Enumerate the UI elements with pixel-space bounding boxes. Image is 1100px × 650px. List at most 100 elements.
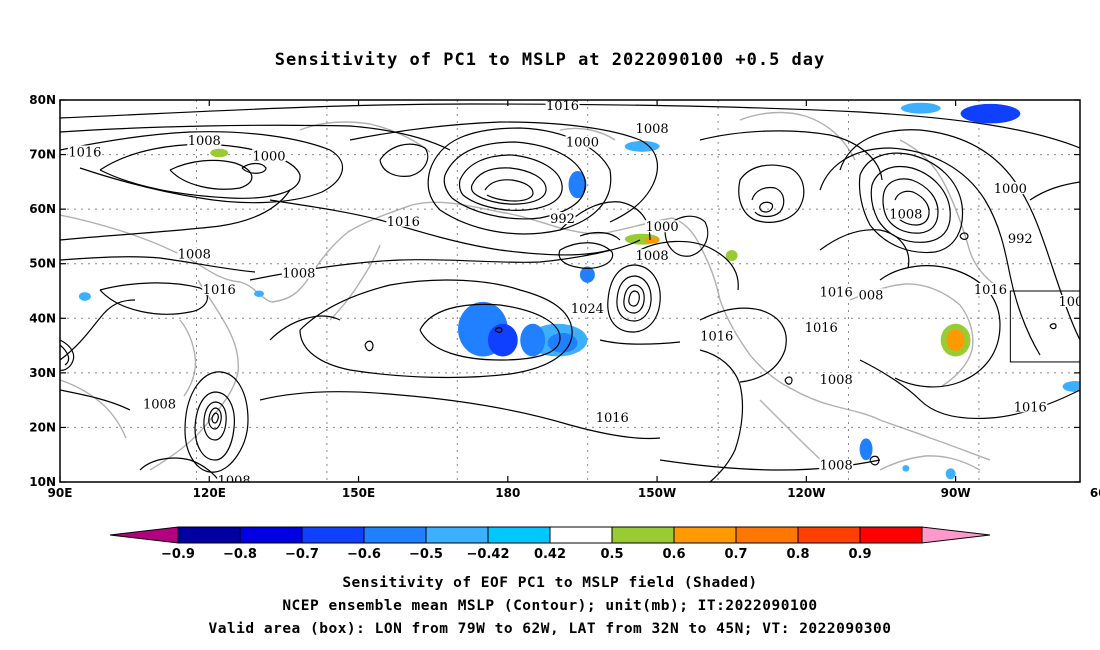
contour-label-19: 1000 (994, 182, 1027, 197)
contour-label-bg (819, 458, 854, 471)
contour-label-bg (888, 207, 923, 220)
latitude-axis: 80N 70N 60N 50N 40N 30N 20N 10N (29, 93, 1080, 489)
colorbar-bin-8 (673, 526, 737, 544)
contour-label-17: 1016 (805, 321, 838, 336)
colorbar-bin-10 (797, 526, 861, 544)
colorbar-labels: −0.9 −0.8 −0.7 −0.6 −0.5 −0.42 0.42 0.5 0.6 0.7 0.… (161, 547, 871, 562)
contour-label-bg (595, 411, 630, 424)
colorbar-bin-6 (549, 526, 613, 544)
colorbar-bin-7 (611, 526, 675, 544)
contour-label-bg (819, 285, 854, 298)
lat-label-70N: 70N (29, 148, 56, 162)
contour-label-29: 1008 (218, 474, 251, 489)
colorbar-bin-3 (363, 526, 427, 544)
lat-label-50N: 50N (29, 257, 56, 271)
colorbar-label-3: −0.6 (347, 547, 381, 562)
caption-contour: NCEP ensemble mean MSLP (Contour); unit(… (282, 598, 818, 614)
colorbar-bin-9 (735, 526, 799, 544)
colorbar-bin-4 (425, 526, 489, 544)
colorbar-label-9: 0.7 (724, 547, 747, 562)
lat-label-40N: 40N (29, 311, 56, 325)
lon-label-180: 180 (495, 486, 520, 500)
sensitivity-shading (78, 102, 1080, 480)
contour-label-bg (187, 134, 222, 147)
contour-label-bg (973, 283, 1008, 295)
colorbar-bin-11 (859, 526, 923, 544)
colorbar-label-1: −0.8 (223, 547, 257, 562)
contour-label-bg (1007, 232, 1034, 245)
contour-label-26: 1016 (596, 411, 629, 426)
colorbar-bin-5 (487, 526, 551, 544)
colorbar-triangle-high (921, 526, 991, 544)
contour-label-13: 1024 (571, 302, 604, 317)
contour-label-14: 1016 (700, 329, 733, 344)
contour-label-bg (549, 212, 576, 225)
map-frame (59, 99, 1081, 483)
contour-label-bg (251, 149, 286, 162)
contour-label-bg (565, 135, 600, 148)
contour-labels: 1016 1016 1008 1000 1008 1000 992 1016 1000 1008 1… (67, 99, 1100, 489)
colorbar-label-10: 0.8 (786, 547, 809, 562)
contour-label-27: 1016 (1014, 400, 1047, 415)
contour-label-bg (699, 329, 734, 342)
shaded-region-1 (487, 323, 518, 357)
contour-label-0: 1016 (546, 99, 579, 114)
contour-label-23: 1008 (1058, 295, 1091, 310)
contour-label-1: 1016 (68, 145, 101, 160)
shaded-region-20 (859, 438, 873, 461)
contour-label-6: 992 (550, 212, 575, 227)
contour-label-bg (645, 220, 680, 233)
contour-label-bg (1013, 400, 1048, 413)
lon-label-90W: 90W (941, 486, 971, 500)
shaded-region-3 (547, 333, 578, 353)
mslp-contours (60, 103, 1080, 482)
contour-label-bg (217, 474, 252, 482)
shaded-region-13 (210, 148, 229, 158)
colorbar-bin-0 (177, 526, 241, 544)
map-title: Sensitivity of PC1 to MSLP at 2022090100… (274, 50, 826, 70)
shaded-region-6 (568, 170, 587, 199)
shaded-region-4 (520, 323, 546, 357)
contour-label-9: 1008 (636, 249, 669, 264)
colorbar-label-7: 0.5 (600, 547, 623, 562)
lon-label-60W: 60W (1090, 486, 1100, 500)
shaded-region-14 (254, 290, 264, 298)
contour-label-20: 1016 (1093, 185, 1100, 200)
colorbar-label-2: −0.7 (285, 547, 319, 562)
contour-label-bg (67, 145, 102, 158)
contour-label-3: 1000 (252, 149, 285, 164)
contour-label-bg (804, 321, 839, 334)
lat-label-60N: 60N (29, 202, 56, 216)
colorbar-bin-1 (239, 526, 303, 544)
contour-label-bg (858, 288, 885, 301)
contour-label-bg (570, 302, 605, 315)
contour-label-7: 1016 (387, 215, 420, 230)
shaded-region-11 (725, 250, 738, 261)
contour-label-28: 1008 (820, 459, 853, 474)
contour-label-4: 1008 (636, 122, 669, 137)
contour-label-bg (819, 373, 854, 386)
contour-label-16: 008 (859, 288, 884, 303)
shaded-region-21 (945, 468, 956, 480)
contour-label-5: 1000 (566, 136, 599, 151)
lon-label-150E: 150E (342, 486, 375, 500)
colorbar (109, 526, 991, 544)
colorbar-label-11: 0.9 (848, 547, 871, 562)
contour-label-bg (142, 397, 177, 410)
contour-label-bg (635, 249, 670, 262)
contour-label-bg (1093, 185, 1100, 197)
lat-label-30N: 30N (29, 366, 56, 380)
lon-label-120W: 120W (787, 486, 825, 500)
colorbar-label-6: 0.42 (534, 547, 566, 562)
contour-label-24: 1008 (820, 373, 853, 388)
contour-label-11: 1008 (282, 267, 315, 282)
contour-label-bg (386, 214, 421, 227)
lon-label-90E: 90E (48, 486, 73, 500)
contour-label-bg (281, 266, 316, 279)
contour-label-21: 992 (1008, 232, 1033, 247)
colorbar-bin-2 (301, 526, 365, 544)
contour-label-15: 1016 (820, 286, 853, 301)
caption-valid-area: Valid area (box): LON from 79W to 62W, L… (208, 621, 892, 637)
lat-label-20N: 20N (29, 420, 56, 434)
